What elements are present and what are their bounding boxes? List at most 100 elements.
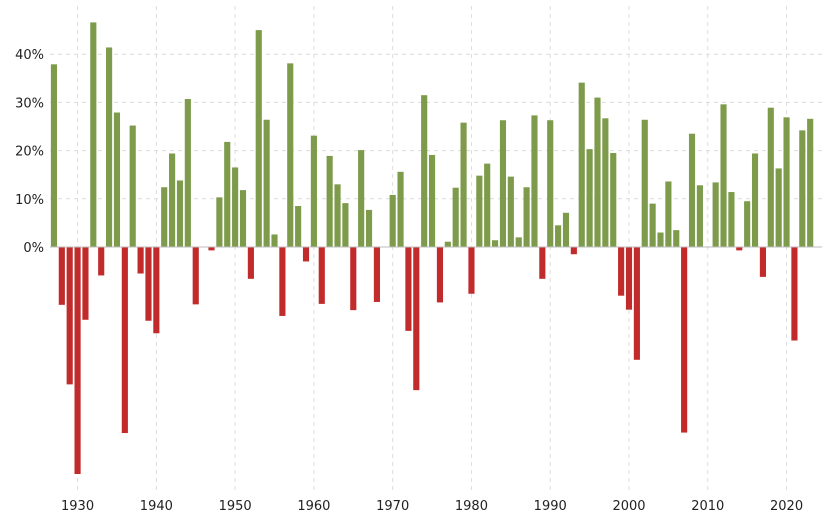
bar-2021 [791, 247, 798, 341]
bar-1989 [539, 247, 546, 279]
bar-2003 [649, 203, 656, 247]
bar-1976 [436, 247, 444, 303]
bar-1961 [318, 247, 325, 304]
bar-1949 [224, 141, 231, 247]
x-tick-label: 2020 [770, 499, 803, 514]
bar-2018 [767, 107, 774, 247]
bar-1975 [428, 154, 436, 247]
bar-2001 [633, 247, 640, 360]
bar-1942 [169, 153, 176, 247]
x-tick-label: 1970 [376, 499, 409, 514]
bar-1964 [342, 203, 349, 247]
bar-1940 [153, 247, 160, 334]
bar-2008 [688, 133, 696, 247]
bar-1968 [373, 247, 380, 302]
x-tick-label: 1930 [61, 499, 94, 514]
bar-2019 [775, 168, 782, 247]
bar-1939 [145, 247, 152, 321]
bar-1973 [413, 247, 420, 391]
y-tick-label: 40% [15, 48, 44, 63]
x-axis-tick-labels: 1930 1940 1950 1960 1970 1980 1990 2000 2010 2020 [61, 499, 803, 514]
bar-2023 [807, 118, 814, 247]
bar-1967 [365, 209, 373, 247]
bar-1929 [66, 247, 73, 385]
bar-1937 [129, 125, 136, 247]
bar-2015 [744, 201, 751, 247]
bar-1941 [161, 187, 168, 247]
bar-1945 [192, 247, 199, 305]
y-tick-label: 30% [15, 96, 44, 111]
y-tick-label: 10% [15, 193, 44, 208]
bar-1931 [82, 247, 89, 320]
bar-2013 [728, 192, 735, 247]
bar-1984 [499, 120, 507, 247]
bar-1947 [208, 247, 215, 251]
bar-1998 [610, 153, 617, 247]
bar-2006 [673, 230, 680, 247]
bar-1960 [310, 135, 317, 247]
bar-1966 [358, 150, 365, 247]
x-tick-label: 1980 [455, 499, 488, 514]
bar-1991 [555, 225, 562, 247]
bar-2022 [799, 130, 806, 247]
bar-1943 [176, 180, 184, 247]
bar-1959 [302, 247, 310, 262]
bar-1951 [239, 190, 247, 247]
bar-1953 [255, 30, 262, 247]
bar-1996 [594, 97, 601, 247]
bar-1934 [106, 47, 113, 248]
bar-1957 [287, 63, 294, 247]
bar-1927 [50, 64, 58, 247]
y-axis-tick-labels: 0% 10% 20% 30% 40% [15, 48, 44, 256]
bar-1970 [389, 194, 396, 247]
bar-1962 [326, 155, 333, 247]
x-tick-label: 1960 [297, 499, 330, 514]
x-tick-label: 1950 [219, 499, 252, 514]
bar-1997 [602, 118, 609, 247]
bar-1936 [121, 247, 128, 434]
bar-1965 [350, 247, 357, 311]
bar-1974 [421, 95, 428, 247]
bar-2011 [712, 182, 719, 247]
gridlines [50, 6, 822, 490]
bar-2000 [625, 247, 633, 310]
bar-1972 [405, 247, 412, 331]
x-tick-label: 1990 [534, 499, 567, 514]
bar-1987 [523, 187, 530, 247]
bar-1935 [113, 112, 121, 248]
y-tick-label: 20% [15, 145, 44, 160]
bar-1992 [562, 212, 570, 247]
bar-1938 [137, 247, 144, 274]
x-tick-label: 1940 [140, 499, 173, 514]
bar-1983 [492, 240, 499, 247]
bar-2012 [720, 104, 727, 247]
x-tick-label: 2000 [612, 499, 645, 514]
bar-1986 [515, 237, 522, 247]
bar-2009 [696, 185, 703, 247]
bar-1985 [507, 176, 514, 247]
bar-1979 [460, 122, 467, 247]
bar-1932 [90, 22, 97, 247]
bar-1955 [271, 234, 278, 247]
bar-2017 [759, 247, 766, 277]
bar-2002 [641, 119, 648, 247]
bar-1994 [578, 82, 585, 247]
bar-1928 [58, 247, 65, 305]
bar-1956 [279, 247, 286, 316]
bar-1980 [468, 247, 475, 294]
bar-1995 [586, 149, 593, 247]
bar-1930 [74, 247, 81, 475]
bar-2014 [736, 247, 743, 251]
bars [50, 22, 814, 475]
bar-1981 [476, 175, 483, 247]
bar-1978 [452, 187, 459, 247]
bar-1988 [531, 115, 538, 247]
bar-1952 [247, 247, 254, 279]
y-tick-label: 0% [23, 241, 44, 256]
bar-2004 [657, 232, 664, 247]
bar-2020 [783, 117, 790, 247]
bar-1963 [334, 184, 341, 247]
bar-1977 [444, 241, 451, 247]
bar-2007 [681, 247, 688, 433]
